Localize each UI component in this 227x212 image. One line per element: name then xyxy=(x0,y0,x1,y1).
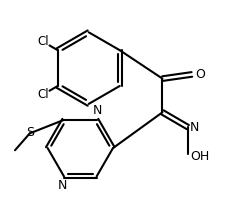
Text: Cl: Cl xyxy=(37,35,49,49)
Text: N: N xyxy=(58,179,67,192)
Text: OH: OH xyxy=(189,150,209,163)
Text: S: S xyxy=(26,126,34,139)
Text: N: N xyxy=(93,104,102,117)
Text: O: O xyxy=(194,68,204,81)
Text: Cl: Cl xyxy=(37,88,49,101)
Text: N: N xyxy=(189,121,199,134)
